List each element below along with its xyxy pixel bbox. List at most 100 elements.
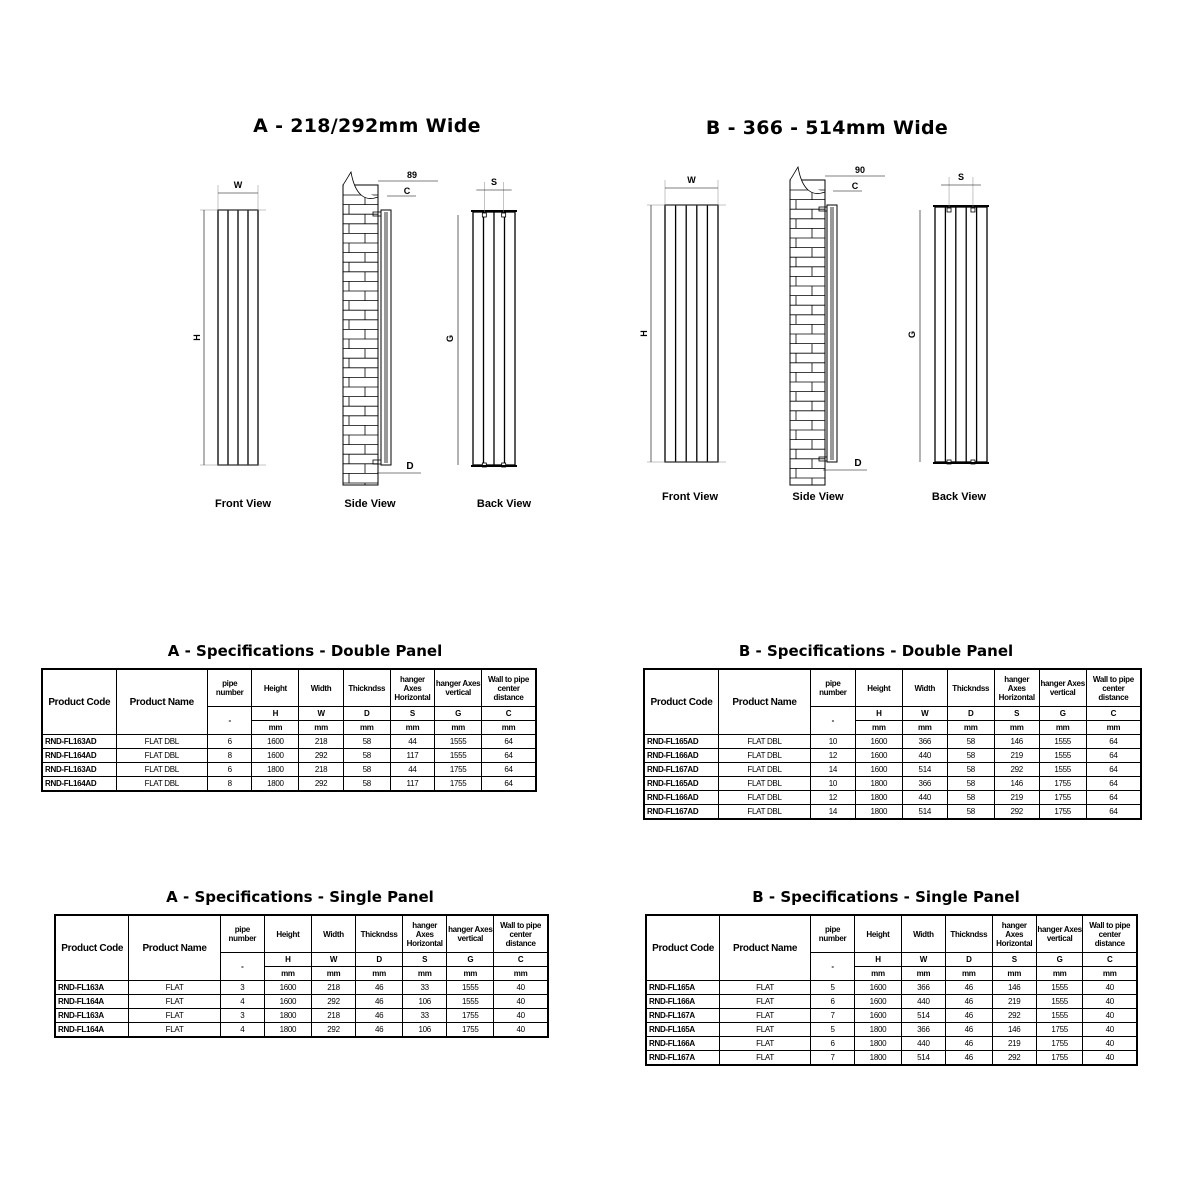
table-cell: 58 (946, 776, 995, 791)
symbol-cell: - (206, 706, 253, 735)
table-cell: 46 (944, 1022, 993, 1037)
table-cell: RND-FL163AD (41, 762, 117, 777)
table-row: RND-FL166A FLAT 6 1600 440 46 219 1555 40 (645, 994, 1138, 1009)
table-cell: RND-FL166AD (643, 748, 720, 763)
table-cell: 292 (310, 994, 357, 1009)
table-cell: 8 (206, 776, 253, 792)
table-cell: 1755 (434, 776, 483, 792)
table-cell: 292 (298, 748, 344, 763)
table-cell: 33 (402, 980, 448, 995)
column-header: Width (298, 668, 344, 707)
table-cell: 64 (481, 776, 537, 792)
table-cell: 1555 (434, 734, 483, 749)
s-label: S (491, 177, 497, 187)
table-cell: 64 (1085, 790, 1142, 805)
table-cell: 46 (355, 1008, 404, 1023)
table-cell: 1755 (1038, 776, 1087, 791)
table-cell: 4 (219, 994, 266, 1009)
header-row: Product Code Product Name pipe number Heigh… (643, 668, 1142, 735)
table-cell: 1555 (446, 980, 495, 995)
table-cell: 1600 (264, 980, 312, 995)
spec-table-b-single: Product Code Product Name pipe number Heigh… (645, 914, 1138, 1066)
table-cell: 1800 (854, 776, 903, 791)
table-cell: FLAT (128, 1022, 221, 1038)
table-cell: 292 (991, 1050, 1037, 1066)
column-header: Height (854, 668, 903, 707)
column-header: hanger Axes vertical (434, 668, 483, 707)
table-cell: 117 (389, 776, 436, 792)
table-cell: RND-FL164AD (41, 748, 117, 763)
d-label: D (854, 458, 861, 469)
symbol-cell: - (810, 706, 856, 735)
table-cell: 146 (991, 980, 1037, 995)
header-row: Product Code Product Name pipe number Heigh… (54, 914, 549, 981)
unit-cell: mm (434, 720, 483, 735)
column-header: pipe number (206, 668, 253, 707)
table-cell: 40 (493, 1008, 549, 1023)
symbol-cell: W (310, 952, 357, 967)
spec-table-b-double: Product Code Product Name pipe number Heigh… (643, 668, 1142, 820)
c-label: C (404, 186, 411, 196)
unit-cell: mm (1035, 966, 1084, 981)
column-header: Wall to pipe center distance (1082, 914, 1138, 953)
table-cell: 440 (900, 994, 946, 1009)
column-header: Wall to pipe center distance (481, 668, 537, 707)
table-cell: FLAT (719, 1022, 811, 1037)
table-cell: FLAT (719, 994, 811, 1009)
column-header: pipe number (810, 668, 856, 707)
table-row: RND-FL165AD FLAT DBL 10 1800 366 58 146 1755 64 (643, 776, 1142, 791)
table-row: RND-FL165A FLAT 5 1800 366 46 146 1755 40 (645, 1022, 1138, 1037)
table-cell: 218 (298, 762, 344, 777)
table-cell: FLAT DBL (115, 748, 208, 763)
symbol-cell: W (900, 952, 946, 967)
table-cell: 1600 (264, 994, 312, 1009)
symbol-cell: W (901, 706, 948, 721)
radiator-side-fill (384, 212, 388, 463)
table-cell: 40 (1082, 1008, 1138, 1023)
table-cell: RND-FL167A (645, 1050, 721, 1066)
table-row: RND-FL163AD FLAT DBL 6 1800 218 58 44 1755 64 (41, 762, 537, 777)
symbol-cell: C (481, 706, 537, 721)
side-view-label: Side View (792, 491, 844, 503)
table-cell: 58 (946, 804, 995, 820)
table-cell: FLAT DBL (718, 762, 811, 777)
table-row: RND-FL167AD FLAT DBL 14 1600 514 58 292 1555 64 (643, 762, 1142, 777)
table-cell: FLAT DBL (718, 776, 811, 791)
table-cell: 440 (901, 790, 948, 805)
column-header: hanger Axes vertical (1038, 668, 1087, 707)
column-header: hanger Axes vertical (446, 914, 495, 953)
unit-cell: mm (854, 966, 902, 981)
table-cell: 1600 (854, 980, 902, 995)
table-cell: 40 (1082, 980, 1138, 995)
table-cell: 64 (1085, 734, 1142, 749)
unit-cell: mm (264, 966, 312, 981)
table-cell: 64 (1085, 748, 1142, 763)
table-cell: 1555 (1038, 748, 1087, 763)
radiator-side-fill (830, 207, 834, 460)
symbol-cell: D (355, 952, 404, 967)
table-cell: 440 (900, 1036, 946, 1051)
offset-value-label: 89 (407, 170, 417, 180)
table-cell: 1800 (251, 762, 300, 777)
table-cell: 1555 (1038, 762, 1087, 777)
table-cell: 58 (946, 748, 995, 763)
table-title-b-double: B - Specifications - Double Panel (738, 642, 1014, 660)
column-header: hanger Axes vertical (1035, 914, 1084, 953)
table-cell: 292 (298, 776, 344, 792)
brick-wall (789, 179, 826, 486)
table-cell: 40 (1082, 1036, 1138, 1051)
front-view-label: Front View (215, 498, 271, 510)
column-header: Product Name (115, 668, 208, 735)
table-cell: 33 (402, 1008, 448, 1023)
table-cell: 1800 (264, 1022, 312, 1038)
unit-cell: mm (251, 720, 300, 735)
table-cell: 1800 (854, 790, 903, 805)
table-row: RND-FL163A FLAT 3 1600 218 46 33 1555 40 (54, 980, 549, 995)
table-cell: 10 (810, 734, 856, 749)
table-cell: 1800 (854, 1022, 902, 1037)
table-row: RND-FL164A FLAT 4 1800 292 46 106 1755 40 (54, 1022, 549, 1038)
table-cell: 58 (342, 748, 391, 763)
back-view (472, 211, 516, 468)
column-header: Thickndss (355, 914, 404, 953)
table-cell: 440 (901, 748, 948, 763)
